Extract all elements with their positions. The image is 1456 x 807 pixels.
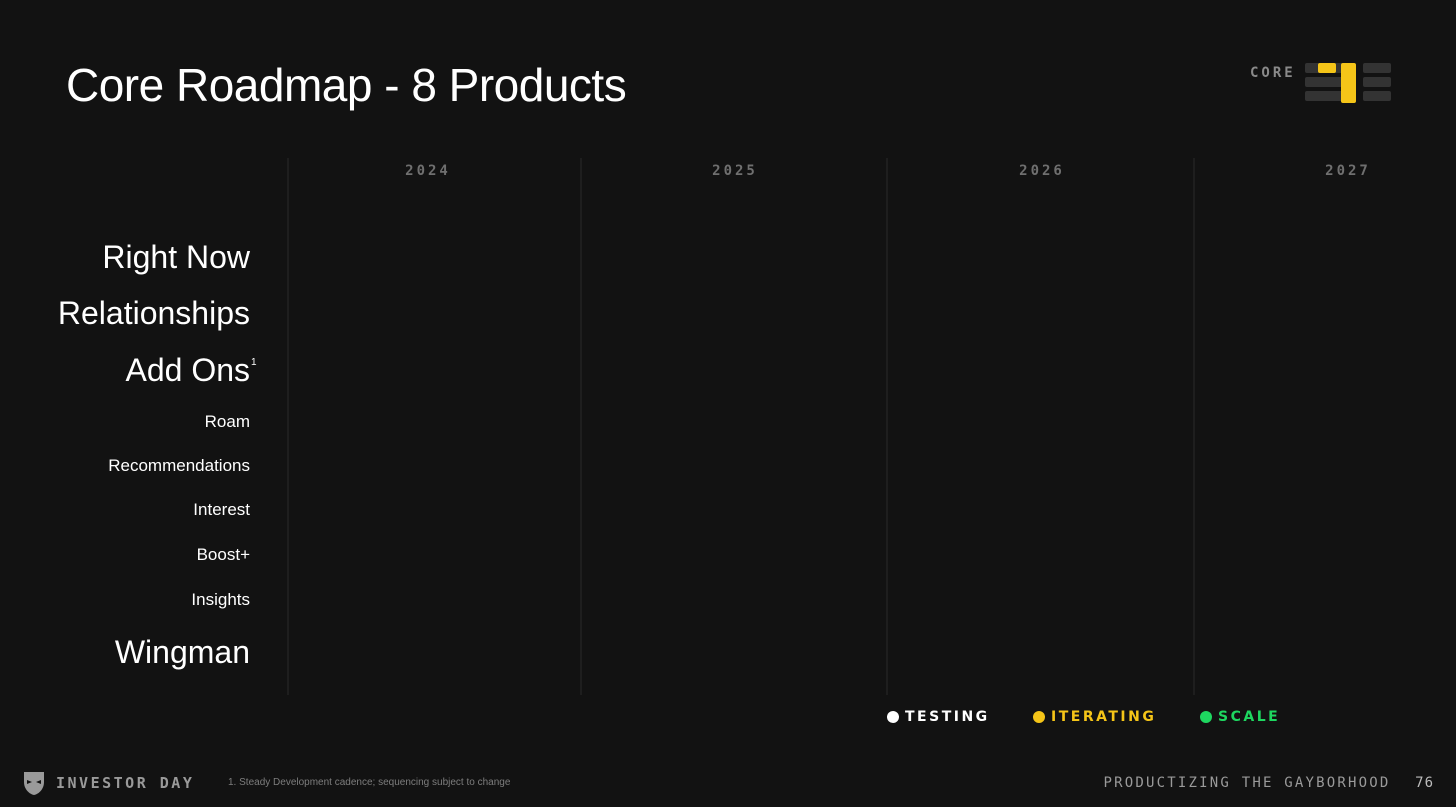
year-tick-2026: 2026 bbox=[1019, 163, 1065, 179]
slide-title: Core Roadmap - 8 Products bbox=[66, 59, 627, 111]
row-labels: Right Now Relationships Add Ons 1 Roam Recomm… bbox=[58, 239, 257, 670]
core-logo: CORE bbox=[1250, 62, 1395, 107]
footer-right: PRODUCTIZING THE GAYBORHOOD 76 bbox=[1104, 775, 1434, 791]
row-label-right-now: Right Now bbox=[102, 239, 251, 275]
row-label-interest: Interest bbox=[193, 500, 250, 519]
year-tick-2024: 2024 bbox=[405, 163, 451, 179]
year-ticks: 2024 2025 2026 2027 bbox=[405, 163, 1371, 179]
mask-icon bbox=[24, 772, 44, 795]
row-label-boost-: Boost+ bbox=[197, 545, 250, 564]
legend-testing-label: TESTING bbox=[905, 709, 990, 725]
row-label-recommendations: Recommendations bbox=[108, 456, 250, 475]
row-label-roam: Roam bbox=[205, 412, 250, 431]
page-number: 76 bbox=[1415, 775, 1434, 791]
year-tick-2025: 2025 bbox=[712, 163, 758, 179]
legend-iterating-label: ITERATING bbox=[1051, 709, 1157, 725]
logo-text: CORE bbox=[1250, 65, 1296, 81]
footer-label: INVESTOR DAY bbox=[56, 774, 195, 792]
row-label-insights: Insights bbox=[191, 590, 250, 609]
row-label-superscript: 1 bbox=[251, 357, 257, 368]
row-label-wingman: Wingman bbox=[115, 634, 250, 670]
iterating-dot bbox=[1033, 711, 1045, 723]
footer-tagline: PRODUCTIZING THE GAYBORHOOD bbox=[1103, 775, 1391, 791]
footer-brand: INVESTOR DAY bbox=[22, 770, 194, 796]
legend-iterating: ITERATING bbox=[1033, 709, 1156, 725]
testing-dot bbox=[887, 711, 899, 723]
legend-scale: SCALE bbox=[1200, 709, 1280, 725]
year-tick-2027: 2027 bbox=[1325, 163, 1371, 179]
gridlines bbox=[287, 158, 1195, 695]
row-label-relationships: Relationships bbox=[58, 295, 250, 331]
legend-scale-label: SCALE bbox=[1218, 709, 1281, 725]
legend-testing: TESTING bbox=[887, 709, 990, 725]
scale-dot bbox=[1200, 711, 1212, 723]
row-label-add-ons: Add Ons bbox=[125, 352, 250, 388]
timeline-bars bbox=[397, 254, 1274, 655]
footnote: 1. Steady Development cadence; sequencin… bbox=[228, 777, 511, 788]
